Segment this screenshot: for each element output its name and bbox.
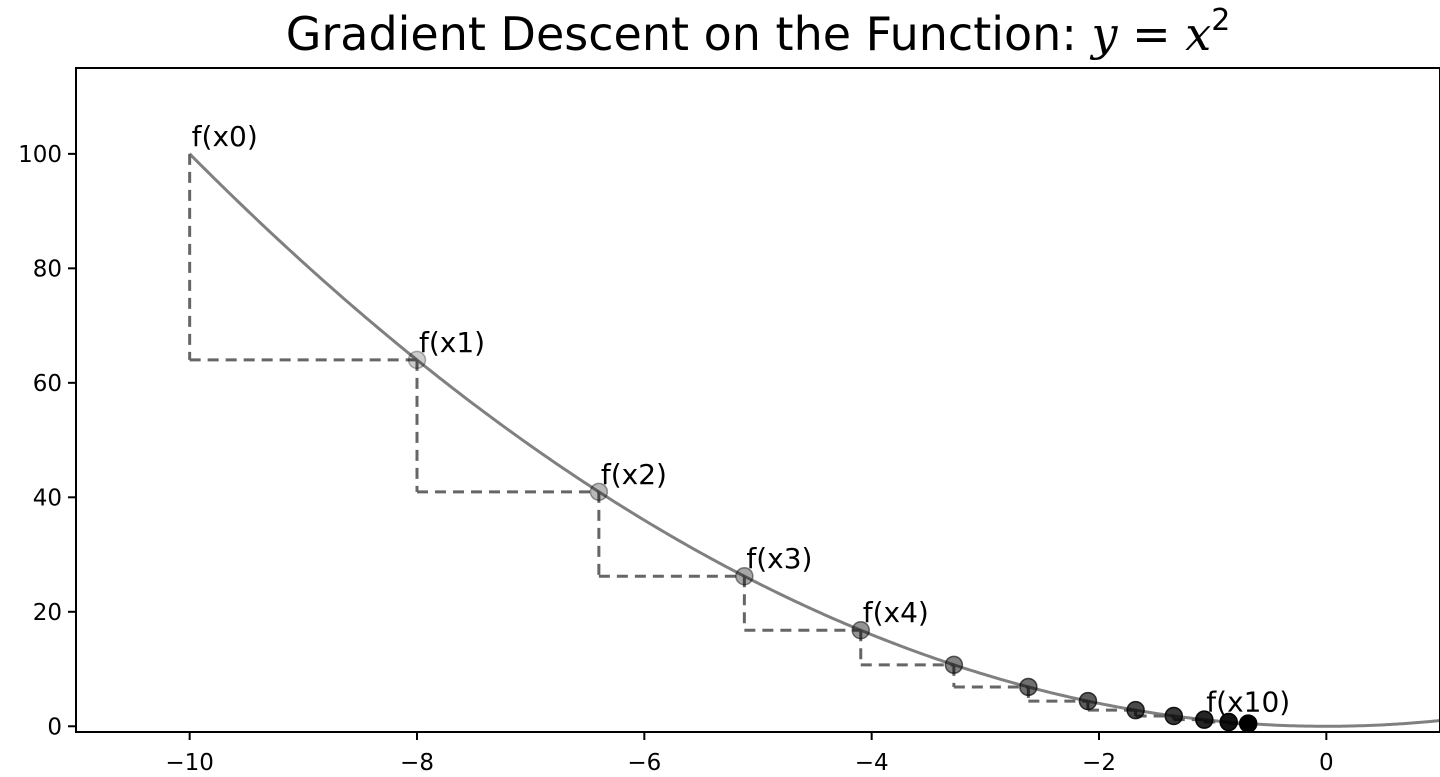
chart-title-math-exp: 2 [1211, 3, 1230, 38]
plot-area: f(x0) f(x1) f(x2) f(x3) f(x4) f(x10) [188, 120, 1440, 732]
descent-point [1078, 691, 1098, 711]
x-tick-label: −10 [165, 750, 214, 776]
step-lines [188, 153, 1249, 726]
annotation-label: f(x3) [746, 542, 812, 575]
descent-point [1238, 714, 1258, 732]
x-tick-label: 0 [1319, 750, 1334, 776]
axes-frame [75, 67, 1440, 733]
descent-point [1219, 712, 1238, 732]
descent-point [851, 620, 871, 640]
function-curve [188, 152, 1440, 728]
y-tick-label: 80 [33, 256, 62, 282]
annotation-label: f(x10) [1206, 686, 1290, 719]
descent-point [589, 482, 609, 502]
descent-point [1195, 710, 1214, 729]
x-tick-label: −2 [1082, 750, 1116, 776]
y-tick-label: 60 [33, 371, 62, 397]
chart-title: Gradient Descent on the Function: y = x2 [286, 3, 1231, 61]
plot-clipped-group [188, 152, 1440, 732]
descent-points [407, 350, 1258, 732]
annotation-label: f(x1) [419, 326, 485, 359]
chart-title-math-rhs: x [1185, 7, 1211, 61]
chart-title-math-lhs: y [1089, 7, 1118, 61]
annotation-label: f(x4) [863, 596, 929, 629]
descent-point [1164, 706, 1184, 726]
x-tick-label: −6 [627, 750, 661, 776]
descent-point [1019, 677, 1038, 697]
descent-point [735, 566, 754, 586]
axis-ticks: −10 −8 −6 −4 −2 0 0 20 40 60 80 100 [18, 142, 1334, 776]
descent-point [407, 350, 427, 370]
x-tick-label: −4 [855, 750, 889, 776]
chart-title-prefix: Gradient Descent on the Function: [286, 7, 1092, 61]
descent-point [1126, 700, 1145, 720]
annotation-label: f(x2) [601, 458, 667, 491]
annotation-label: f(x0) [192, 120, 258, 153]
y-tick-label: 100 [18, 142, 62, 168]
y-tick-label: 40 [33, 485, 62, 511]
chart-title-math-eq: = [1117, 7, 1185, 61]
y-tick-label: 0 [47, 714, 62, 740]
y-tick-label: 20 [33, 600, 62, 626]
point-annotations: f(x0) f(x1) f(x2) f(x3) f(x4) f(x10) [192, 120, 1291, 719]
descent-point [944, 655, 964, 675]
x-tick-label: −8 [400, 750, 434, 776]
